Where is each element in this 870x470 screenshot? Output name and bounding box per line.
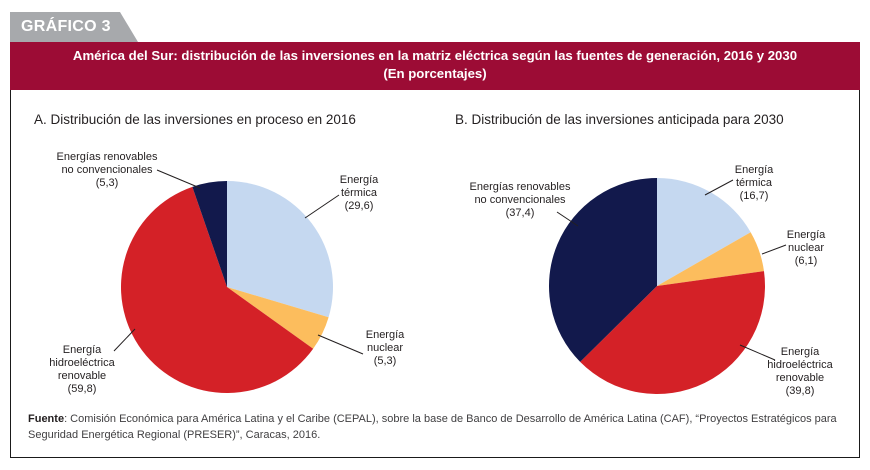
slice-label-line: Energías renovables	[470, 181, 571, 193]
slice-label-nuclear: Energía nuclear (5,3)	[366, 329, 405, 367]
source-note: Fuente: Comisión Económica para América …	[28, 411, 848, 443]
leader-line-hidro	[113, 328, 136, 352]
leader-line-termica	[304, 194, 340, 219]
slice-label-line: Energías renovables	[57, 151, 158, 163]
figure-tag: GRÁFICO 3	[10, 12, 138, 42]
pie-slice-nuclear	[657, 232, 764, 286]
slice-label-line: no convencionales	[474, 194, 566, 206]
pie-slice-renovables_nc	[549, 178, 657, 362]
slice-label-line: (29,6)	[345, 200, 374, 212]
slice-label-line: (16,7)	[740, 190, 769, 202]
slice-label-line: (5,3)	[96, 177, 119, 189]
slice-label-line: (59,8)	[68, 383, 97, 395]
slice-label-line: no convencionales	[61, 164, 153, 176]
chart-frame	[10, 90, 860, 458]
leader-line-hidro	[739, 344, 776, 361]
slice-label-line: térmica	[736, 177, 773, 189]
chart-subtitle: (En porcentajes)	[383, 66, 487, 81]
slice-label-line: (37,4)	[506, 207, 535, 219]
pie-slice-termica	[227, 181, 333, 318]
slice-label-renovables_nc: Energías renovables no convencionales (5,3…	[57, 151, 158, 189]
slice-label-renovables_nc: Energías renovables no convencionales (37,…	[470, 181, 571, 219]
slice-label-termica: Energía térmica (29,6)	[340, 174, 379, 212]
slice-label-line: térmica	[341, 187, 378, 199]
source-text: : Comisión Económica para América Latina…	[28, 413, 837, 441]
slice-label-line: Energía	[781, 346, 820, 358]
chart-title: América del Sur: distribución de las inv…	[72, 48, 798, 63]
pie-slice-termica	[657, 178, 751, 286]
slice-label-line: hidroeléctrica	[49, 357, 115, 369]
slice-label-line: nuclear	[367, 342, 403, 354]
leader-line-renovables_nc	[156, 169, 201, 189]
slice-label-line: Energía	[340, 174, 379, 186]
pie-slice-renovables_nc	[192, 181, 227, 287]
slice-label-line: nuclear	[788, 242, 824, 254]
slice-label-line: Energía	[63, 344, 102, 356]
slice-label-line: renovable	[58, 370, 106, 382]
slice-label-hidro: Energía hidroeléctrica renovable (39,8)	[767, 346, 833, 397]
slice-label-line: (6,1)	[795, 255, 818, 267]
pie-slice-hidro	[120, 186, 314, 394]
slice-label-line: (39,8)	[786, 385, 815, 397]
leader-line-renovables_nc	[556, 211, 579, 227]
leader-line-nuclear	[317, 334, 364, 355]
slice-label-termica: Energía térmica (16,7)	[735, 164, 774, 202]
slice-label-line: Energía	[787, 229, 826, 241]
pie-2030: Energía térmica (16,7)Energía nuclear (6,1)E…	[470, 164, 834, 397]
slice-label-line: renovable	[776, 372, 824, 384]
slice-label-line: Energía	[735, 164, 774, 176]
slice-label-nuclear: Energía nuclear (6,1)	[787, 229, 826, 267]
pie-slice-hidro	[580, 271, 766, 394]
chart-title-bar: América del Sur: distribución de las inv…	[10, 42, 860, 90]
leader-line-nuclear	[761, 244, 787, 255]
source-label: Fuente	[28, 413, 65, 425]
panel-a-title: A. Distribución de las inversiones en pr…	[34, 112, 356, 127]
slice-label-hidro: Energía hidroeléctrica renovable (59,8)	[49, 344, 115, 395]
slice-label-line: (5,3)	[374, 355, 397, 367]
pie-2016: Energía térmica (29,6)Energía nuclear (5,3)E…	[49, 151, 405, 395]
slice-label-line: Energía	[366, 329, 405, 341]
slice-label-line: hidroeléctrica	[767, 359, 833, 371]
panel-b-title: B. Distribución de las inversiones antic…	[455, 112, 784, 127]
pie-slice-nuclear	[227, 287, 329, 349]
figure-tag-label: GRÁFICO 3	[21, 18, 111, 35]
leader-line-termica	[704, 179, 734, 196]
